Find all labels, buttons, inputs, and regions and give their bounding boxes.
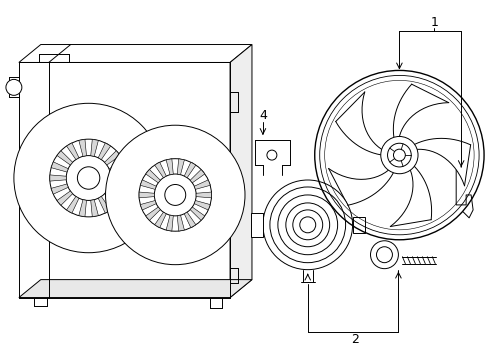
Polygon shape	[79, 139, 86, 156]
Circle shape	[164, 184, 185, 206]
Polygon shape	[139, 192, 154, 198]
Circle shape	[139, 159, 211, 231]
Polygon shape	[57, 191, 73, 205]
Polygon shape	[19, 45, 251, 62]
Polygon shape	[194, 180, 210, 189]
Polygon shape	[91, 139, 98, 156]
Circle shape	[370, 241, 398, 269]
Polygon shape	[50, 175, 66, 181]
Polygon shape	[190, 207, 204, 220]
Polygon shape	[109, 184, 126, 194]
Text: 3: 3	[204, 141, 212, 155]
Polygon shape	[250, 213, 263, 237]
Polygon shape	[19, 280, 251, 298]
Circle shape	[380, 136, 417, 174]
Circle shape	[77, 167, 100, 189]
Polygon shape	[140, 201, 156, 210]
Text: 4: 4	[259, 109, 266, 122]
Text: 2: 2	[350, 333, 358, 346]
Polygon shape	[79, 200, 86, 217]
Circle shape	[154, 174, 196, 216]
Polygon shape	[194, 201, 210, 210]
Polygon shape	[51, 162, 68, 172]
Text: 1: 1	[429, 16, 437, 29]
Circle shape	[393, 149, 405, 161]
Polygon shape	[51, 184, 68, 194]
Polygon shape	[104, 191, 120, 205]
Circle shape	[66, 156, 111, 201]
Polygon shape	[154, 212, 166, 228]
Circle shape	[50, 139, 127, 217]
Polygon shape	[145, 207, 160, 220]
Polygon shape	[190, 170, 204, 183]
Polygon shape	[166, 159, 173, 175]
Polygon shape	[229, 45, 251, 298]
Circle shape	[14, 103, 163, 253]
Polygon shape	[352, 217, 364, 233]
Polygon shape	[109, 162, 126, 172]
Polygon shape	[177, 159, 184, 175]
Polygon shape	[66, 197, 79, 213]
Polygon shape	[196, 192, 211, 198]
Polygon shape	[98, 143, 110, 159]
Polygon shape	[104, 151, 120, 165]
Polygon shape	[184, 162, 196, 178]
Circle shape	[299, 217, 315, 233]
Polygon shape	[177, 215, 184, 231]
Polygon shape	[145, 170, 160, 183]
Polygon shape	[111, 175, 127, 181]
Circle shape	[263, 180, 352, 270]
Polygon shape	[57, 151, 73, 165]
Polygon shape	[184, 212, 196, 228]
Polygon shape	[154, 162, 166, 178]
Circle shape	[105, 125, 244, 265]
Polygon shape	[66, 143, 79, 159]
Polygon shape	[91, 200, 98, 217]
Circle shape	[387, 143, 410, 167]
Circle shape	[266, 150, 276, 160]
Polygon shape	[166, 215, 173, 231]
Circle shape	[6, 80, 22, 95]
Polygon shape	[98, 197, 110, 213]
Polygon shape	[140, 180, 156, 189]
